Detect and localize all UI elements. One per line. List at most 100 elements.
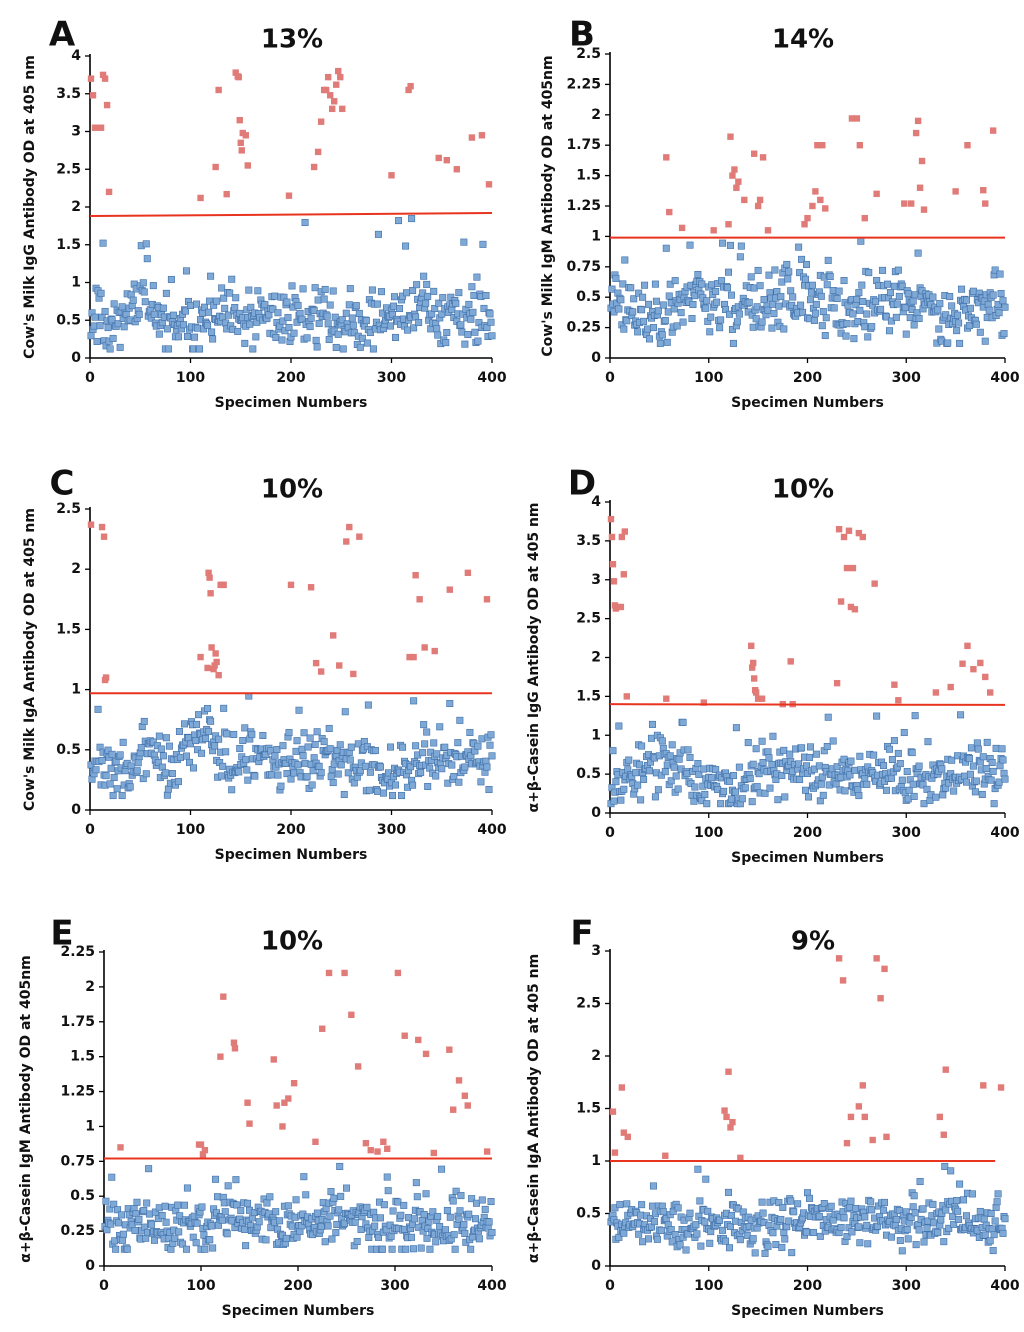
negative-point: [424, 782, 432, 790]
negative-point: [639, 293, 647, 301]
negative-point: [779, 1203, 787, 1211]
positive-point: [914, 117, 922, 125]
negative-point: [774, 796, 782, 804]
negative-point: [854, 786, 862, 794]
negative-point: [971, 788, 979, 796]
negative-point: [439, 294, 447, 302]
positive-point: [907, 200, 915, 207]
y-tick-label: 1.5: [576, 688, 601, 704]
negative-point: [455, 778, 463, 786]
positive-point: [220, 993, 227, 1000]
negative-point: [683, 770, 691, 778]
negative-point: [944, 339, 952, 347]
negative-point: [460, 1221, 468, 1229]
positive-point: [317, 118, 325, 125]
negative-point: [616, 1201, 624, 1209]
negative-point: [306, 323, 314, 331]
negative-point: [376, 1214, 384, 1222]
negative-point: [700, 765, 708, 773]
negative-point: [279, 742, 287, 750]
positive-point: [608, 533, 616, 541]
negative-point: [266, 1193, 274, 1201]
negative-point: [474, 337, 482, 345]
panel-title: 9%: [791, 927, 835, 957]
negative-point: [244, 776, 252, 784]
negative-point: [696, 1197, 704, 1205]
positive-point: [223, 190, 230, 198]
negative-point: [303, 773, 311, 781]
negative-point: [786, 750, 794, 758]
negative-point: [690, 797, 698, 805]
negative-point: [96, 322, 104, 330]
negative-point: [856, 752, 864, 760]
negative-point: [443, 1206, 451, 1214]
negative-point: [140, 1207, 148, 1215]
positive-point: [809, 202, 816, 210]
negative-point: [846, 771, 854, 779]
negative-point: [267, 1224, 275, 1232]
negative-point: [422, 299, 430, 307]
x-tick-label: 0: [605, 825, 615, 841]
positive-series: [607, 515, 994, 708]
y-axis-label: Cow's Milk IgM Antibody OD at 405nm: [540, 55, 556, 356]
negative-point: [657, 1226, 665, 1234]
negative-point: [999, 297, 1007, 305]
negative-point: [992, 744, 1000, 752]
negative-point: [218, 284, 226, 292]
negative-point: [856, 306, 864, 314]
negative-point: [268, 771, 276, 779]
negative-point: [883, 280, 891, 288]
negative-point: [465, 1210, 473, 1218]
negative-point: [990, 800, 998, 808]
positive-point: [859, 533, 866, 541]
negative-point: [311, 740, 319, 748]
negative-point: [423, 728, 431, 736]
positive-point: [100, 533, 108, 540]
positive-point: [285, 192, 293, 199]
negative-point: [146, 1210, 154, 1218]
positive-point: [986, 689, 994, 696]
negative-point: [794, 1200, 802, 1208]
y-tick-label: 1: [71, 682, 81, 698]
negative-point: [326, 745, 334, 753]
negative-point: [764, 1242, 772, 1250]
positive-point: [337, 73, 344, 81]
positive-point: [871, 580, 878, 587]
negative-point: [904, 1235, 912, 1243]
positive-point: [231, 1045, 239, 1052]
negative-point: [366, 329, 374, 337]
y-tick-label: 1.25: [60, 1084, 95, 1100]
positive-point: [455, 1077, 463, 1084]
positive-point: [964, 142, 971, 149]
positive-point: [621, 528, 629, 535]
negative-point: [287, 775, 295, 783]
positive-point: [947, 683, 954, 691]
negative-point: [694, 271, 702, 279]
negative-point: [636, 761, 644, 769]
negative-point: [640, 775, 648, 783]
negative-point: [193, 300, 201, 308]
negative-point: [239, 737, 247, 745]
positive-point: [964, 642, 971, 650]
positive-point: [410, 653, 417, 661]
negative-point: [768, 761, 776, 769]
negative-point: [290, 329, 298, 337]
negative-point: [746, 775, 754, 783]
negative-point: [727, 1211, 735, 1219]
negative-point: [310, 307, 318, 315]
negative-point: [765, 271, 773, 279]
negative-point: [389, 1207, 397, 1215]
positive-point: [333, 81, 340, 88]
negative-point: [486, 741, 494, 749]
negative-point: [726, 1222, 734, 1230]
x-tick-label: 100: [186, 1278, 215, 1294]
negative-point: [410, 697, 418, 705]
negative-point: [446, 1213, 454, 1221]
negative-point: [327, 1188, 335, 1196]
negative-point: [726, 241, 734, 249]
negative-point: [404, 326, 412, 334]
x-axis-label: Specimen Numbers: [731, 850, 884, 866]
negative-point: [888, 756, 896, 764]
negative-point: [434, 1212, 442, 1220]
positive-point: [450, 1106, 457, 1113]
